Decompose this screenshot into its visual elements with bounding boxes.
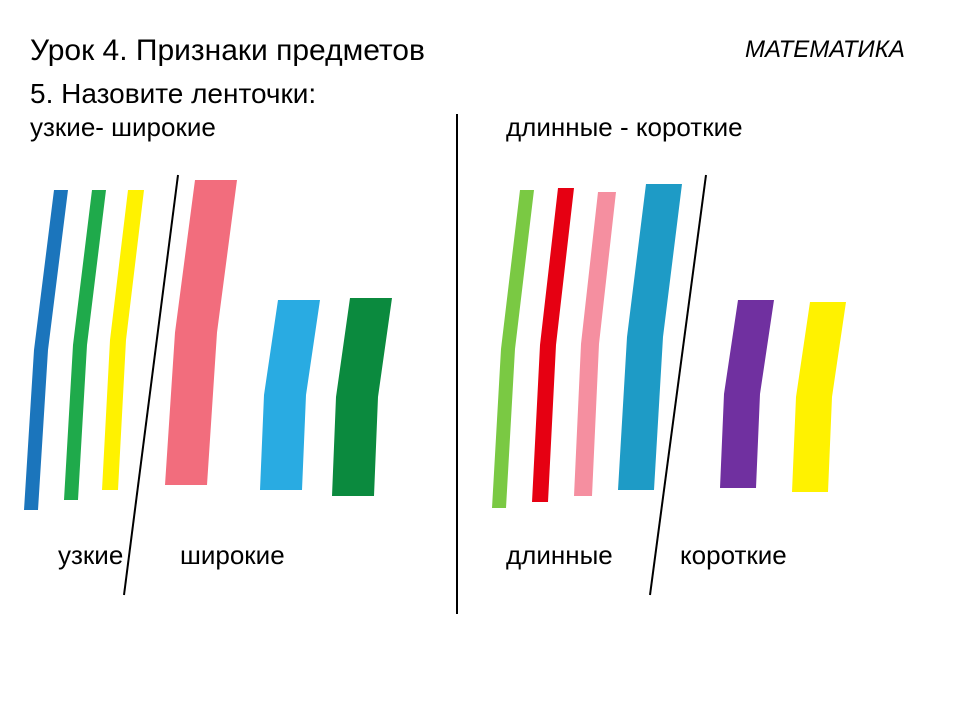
ribbon-darkgreen-wide: [332, 298, 392, 496]
left-ribbon-area: [30, 180, 430, 520]
ribbon-yellow-short: [792, 302, 846, 492]
right-heading: длинные - короткие: [506, 112, 743, 143]
task-label: 5. Назовите ленточки:: [30, 78, 316, 110]
lesson-title: Урок 4. Признаки предметов: [30, 34, 425, 68]
subject-label: МАТЕМАТИКА: [745, 36, 905, 64]
ribbon-purple-short: [720, 300, 774, 488]
ribbon-lightblue-wide: [260, 300, 320, 490]
ribbon-blue-narrow: [24, 190, 68, 510]
ribbon-yellow-narrow: [102, 190, 144, 490]
ribbon-teal-long: [618, 184, 682, 490]
ribbon-red-long: [532, 188, 574, 502]
ribbon-pink-long: [574, 192, 616, 496]
ribbon-lightgreen-long: [492, 190, 534, 508]
ribbon-green-narrow: [64, 190, 106, 500]
center-divider: [456, 114, 458, 614]
ribbon-pink-wide: [165, 180, 237, 485]
right-ribbon-area: [490, 180, 910, 520]
left-heading: узкие- широкие: [30, 112, 216, 143]
